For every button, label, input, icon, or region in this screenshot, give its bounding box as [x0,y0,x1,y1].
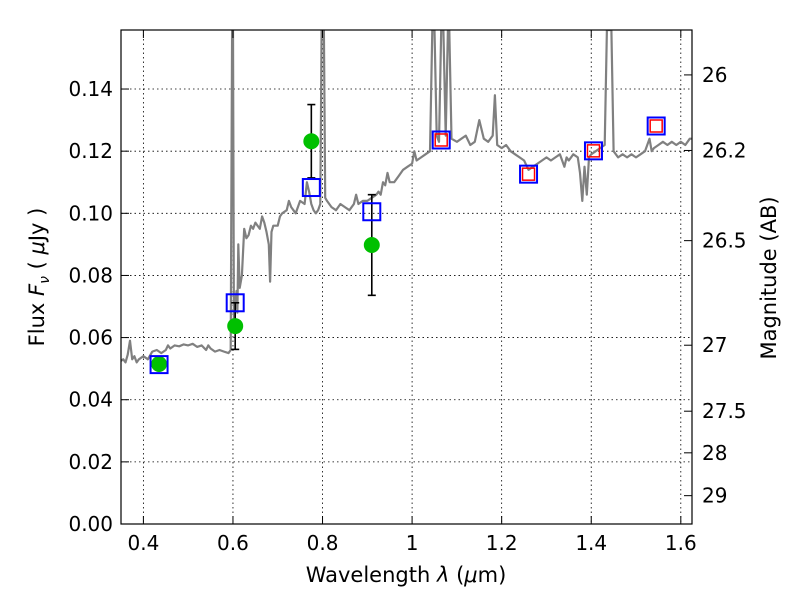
y2-tick-label: 27 [702,333,727,357]
red-marker [434,133,448,147]
y2-axis-title: Magnitude (AB) [757,196,781,359]
plot-area [121,30,692,524]
x-tick-label: 1.4 [575,531,607,555]
y2-tick-label: 26.5 [702,229,747,253]
y-axis-left: 0.00 0.02 0.04 0.06 0.08 0.10 0.12 0.14 [68,77,129,536]
y-tick-label: 0.12 [68,139,113,163]
grid-lines [121,30,692,524]
red-marker [586,144,601,158]
model-photometry-square [301,178,321,198]
model-photometry-square [149,355,169,375]
x-tick-label: 0.8 [307,531,339,555]
x-axis: 0.4 0.6 0.8 1 1.2 1.4 1.6 [127,30,697,555]
red-marker [649,119,663,133]
model-photometry-square [583,141,603,161]
x-tick-label: 0.6 [217,531,249,555]
x-tick-label: 1.6 [665,531,697,555]
y2-tick-label: 26.2 [702,138,747,162]
x-tick-label: 1 [406,531,419,555]
y-tick-label: 0.06 [68,326,113,350]
model-photometry-square [225,293,245,313]
x-tick-label: 0.4 [127,531,159,555]
y-axis-title: Flux Fν ( μJy ) [25,208,53,347]
model-spectrum [121,30,692,364]
model-photometry-square [519,164,539,184]
model-photometry [149,116,666,375]
red-marker [521,167,536,181]
model-spectrum-line [121,30,692,364]
y-tick-label: 0.00 [68,512,113,536]
y2-tick-label: 26 [702,63,727,87]
y-tick-label: 0.02 [68,450,113,474]
y-tick-label: 0.08 [68,263,113,287]
x-tick-label: 1.2 [486,531,518,555]
x-axis-title: Wavelength λ (μm) [306,563,507,587]
y-tick-label: 0.14 [68,77,113,101]
model-photometry-square [646,116,666,136]
observed-point [363,236,380,253]
y-tick-label: 0.04 [68,388,113,412]
y2-tick-label: 27.5 [702,399,747,423]
model-photometry-square [362,202,382,222]
y2-tick-label: 29 [702,484,727,508]
y-tick-label: 0.10 [68,201,113,225]
y-axis-right: 26 26.2 26.5 27 27.5 28 29 [684,63,747,508]
observed-point [227,318,244,335]
plot-frame [120,29,693,525]
observed-point [151,355,168,372]
model-photometry-square [431,130,451,150]
observed-point [303,133,320,150]
y2-tick-label: 28 [702,441,727,465]
